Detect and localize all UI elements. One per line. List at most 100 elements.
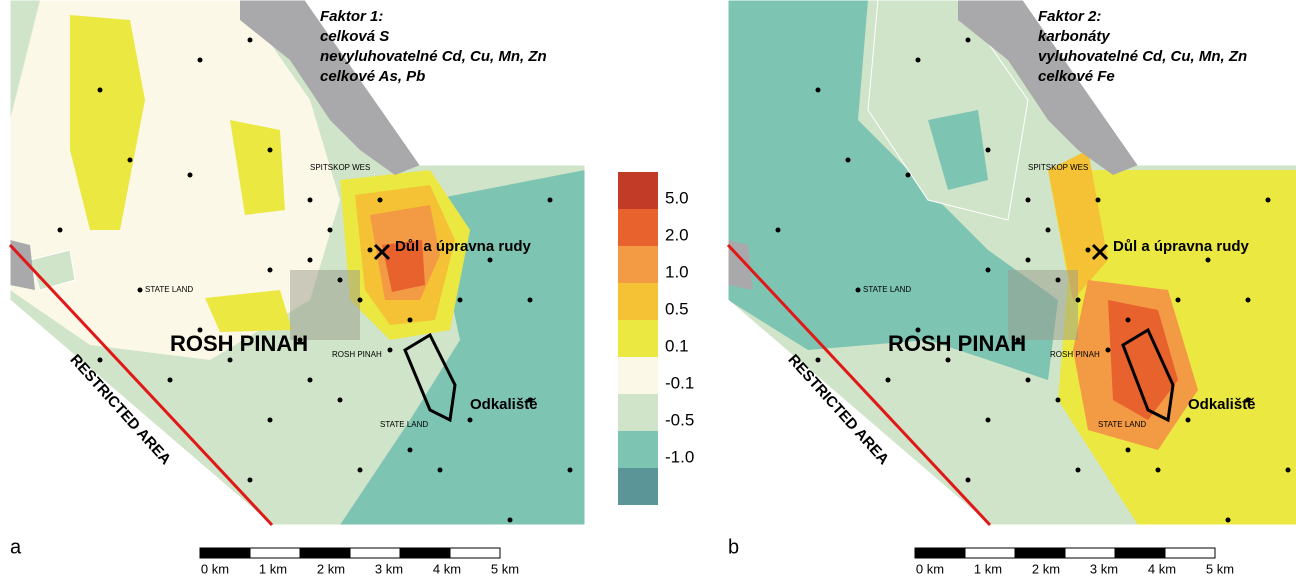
scale-segment	[1115, 548, 1165, 558]
legend-label: 2.0	[665, 225, 689, 244]
scale-label: 4 km	[433, 561, 461, 576]
sample-point	[528, 298, 533, 303]
sample-point	[776, 228, 781, 233]
sample-point	[458, 298, 463, 303]
legend-swatch	[618, 320, 658, 357]
scale-segment	[400, 548, 450, 558]
sample-point	[986, 418, 991, 423]
sample-point	[966, 478, 971, 483]
map-panel: Důl a úpravna rudyROSH PINAHOdkalištěRES…	[10, 0, 585, 525]
scale-segment	[200, 548, 250, 558]
sample-point	[368, 248, 373, 253]
sample-point	[138, 288, 143, 293]
legend-swatch	[618, 431, 658, 468]
sample-point	[568, 468, 573, 473]
sample-point	[408, 318, 413, 323]
map-label: Odkaliště	[470, 396, 538, 413]
sample-point	[1126, 448, 1131, 453]
figure: Důl a úpravna rudyROSH PINAHOdkalištěRES…	[0, 0, 1296, 578]
sample-point	[268, 418, 273, 423]
scale-label: 0 km	[201, 561, 229, 576]
sample-point	[468, 418, 473, 423]
sample-point	[1186, 418, 1191, 423]
legend-label: -0.5	[665, 410, 694, 429]
sample-point	[338, 278, 343, 283]
map-label: ROSH PINAH	[170, 331, 308, 356]
map-label: SPITSKOP WES	[1028, 163, 1088, 172]
scale-label: 2 km	[1032, 561, 1060, 576]
scale-label: 2 km	[317, 561, 345, 576]
map-label: Důl a úpravna rudy	[1113, 238, 1250, 255]
sample-point	[1026, 198, 1031, 203]
sample-point	[308, 378, 313, 383]
sample-point	[916, 58, 921, 63]
map-label: STATE LAND	[145, 285, 193, 294]
legend-label: -1.0	[665, 447, 694, 466]
sample-point	[1226, 518, 1231, 523]
sample-point	[308, 258, 313, 263]
panel-title: vyluhovatelné Cd, Cu, Mn, Zn	[1038, 48, 1247, 65]
scale-segment	[300, 548, 350, 558]
sample-point	[268, 268, 273, 273]
legend-swatch	[618, 357, 658, 394]
town-area	[290, 270, 360, 340]
legend-swatch	[618, 394, 658, 431]
sample-point	[846, 158, 851, 163]
legend: 5.02.01.00.50.1-0.1-0.5-1.0	[618, 172, 694, 505]
sample-point	[986, 268, 991, 273]
scale-segment	[965, 548, 1015, 558]
sample-point	[358, 468, 363, 473]
sample-point	[816, 358, 821, 363]
scale-segment	[250, 548, 300, 558]
legend-swatch	[618, 468, 658, 505]
sample-point	[1126, 318, 1131, 323]
sample-point	[1076, 468, 1081, 473]
sample-point	[886, 378, 891, 383]
scale-segment	[1165, 548, 1215, 558]
legend-label: -0.1	[665, 373, 694, 392]
map-label: Odkaliště	[1188, 396, 1256, 413]
panel-title: Faktor 1:	[320, 8, 383, 25]
scale-label: 5 km	[491, 561, 519, 576]
sample-point	[188, 173, 193, 178]
town-area	[1008, 270, 1078, 340]
sample-point	[98, 358, 103, 363]
scale-segment	[350, 548, 400, 558]
legend-label: 0.5	[665, 299, 689, 318]
sample-point	[338, 398, 343, 403]
panel-title: nevyluhovatelné Cd, Cu, Mn, Zn	[320, 48, 547, 65]
sample-point	[1056, 278, 1061, 283]
sample-point	[1246, 298, 1251, 303]
sample-point	[488, 258, 493, 263]
sample-point	[358, 298, 363, 303]
sample-point	[1086, 248, 1091, 253]
scale-segment	[915, 548, 965, 558]
sample-point	[408, 448, 413, 453]
sample-point	[856, 288, 861, 293]
panel-letter: b	[728, 536, 739, 558]
sample-point	[228, 358, 233, 363]
scale-label: 3 km	[1090, 561, 1118, 576]
sample-point	[1286, 468, 1291, 473]
scale-label: 4 km	[1148, 561, 1176, 576]
sample-point	[1096, 198, 1101, 203]
scale-segment	[450, 548, 500, 558]
sample-point	[508, 518, 513, 523]
scale-segment	[1065, 548, 1115, 558]
sample-point	[128, 158, 133, 163]
sample-point	[328, 228, 333, 233]
sample-point	[98, 88, 103, 93]
scale-label: 0 km	[916, 561, 944, 576]
sample-point	[388, 348, 393, 353]
map-label: ROSH PINAH	[332, 350, 382, 359]
map-label: SPITSKOP WES	[310, 163, 370, 172]
sample-point	[1176, 298, 1181, 303]
legend-label: 1.0	[665, 262, 689, 281]
sample-point	[268, 148, 273, 153]
scale-label: 3 km	[375, 561, 403, 576]
scale-label: 5 km	[1206, 561, 1234, 576]
sample-point	[1026, 378, 1031, 383]
sample-point	[1076, 298, 1081, 303]
legend-swatch	[618, 283, 658, 320]
